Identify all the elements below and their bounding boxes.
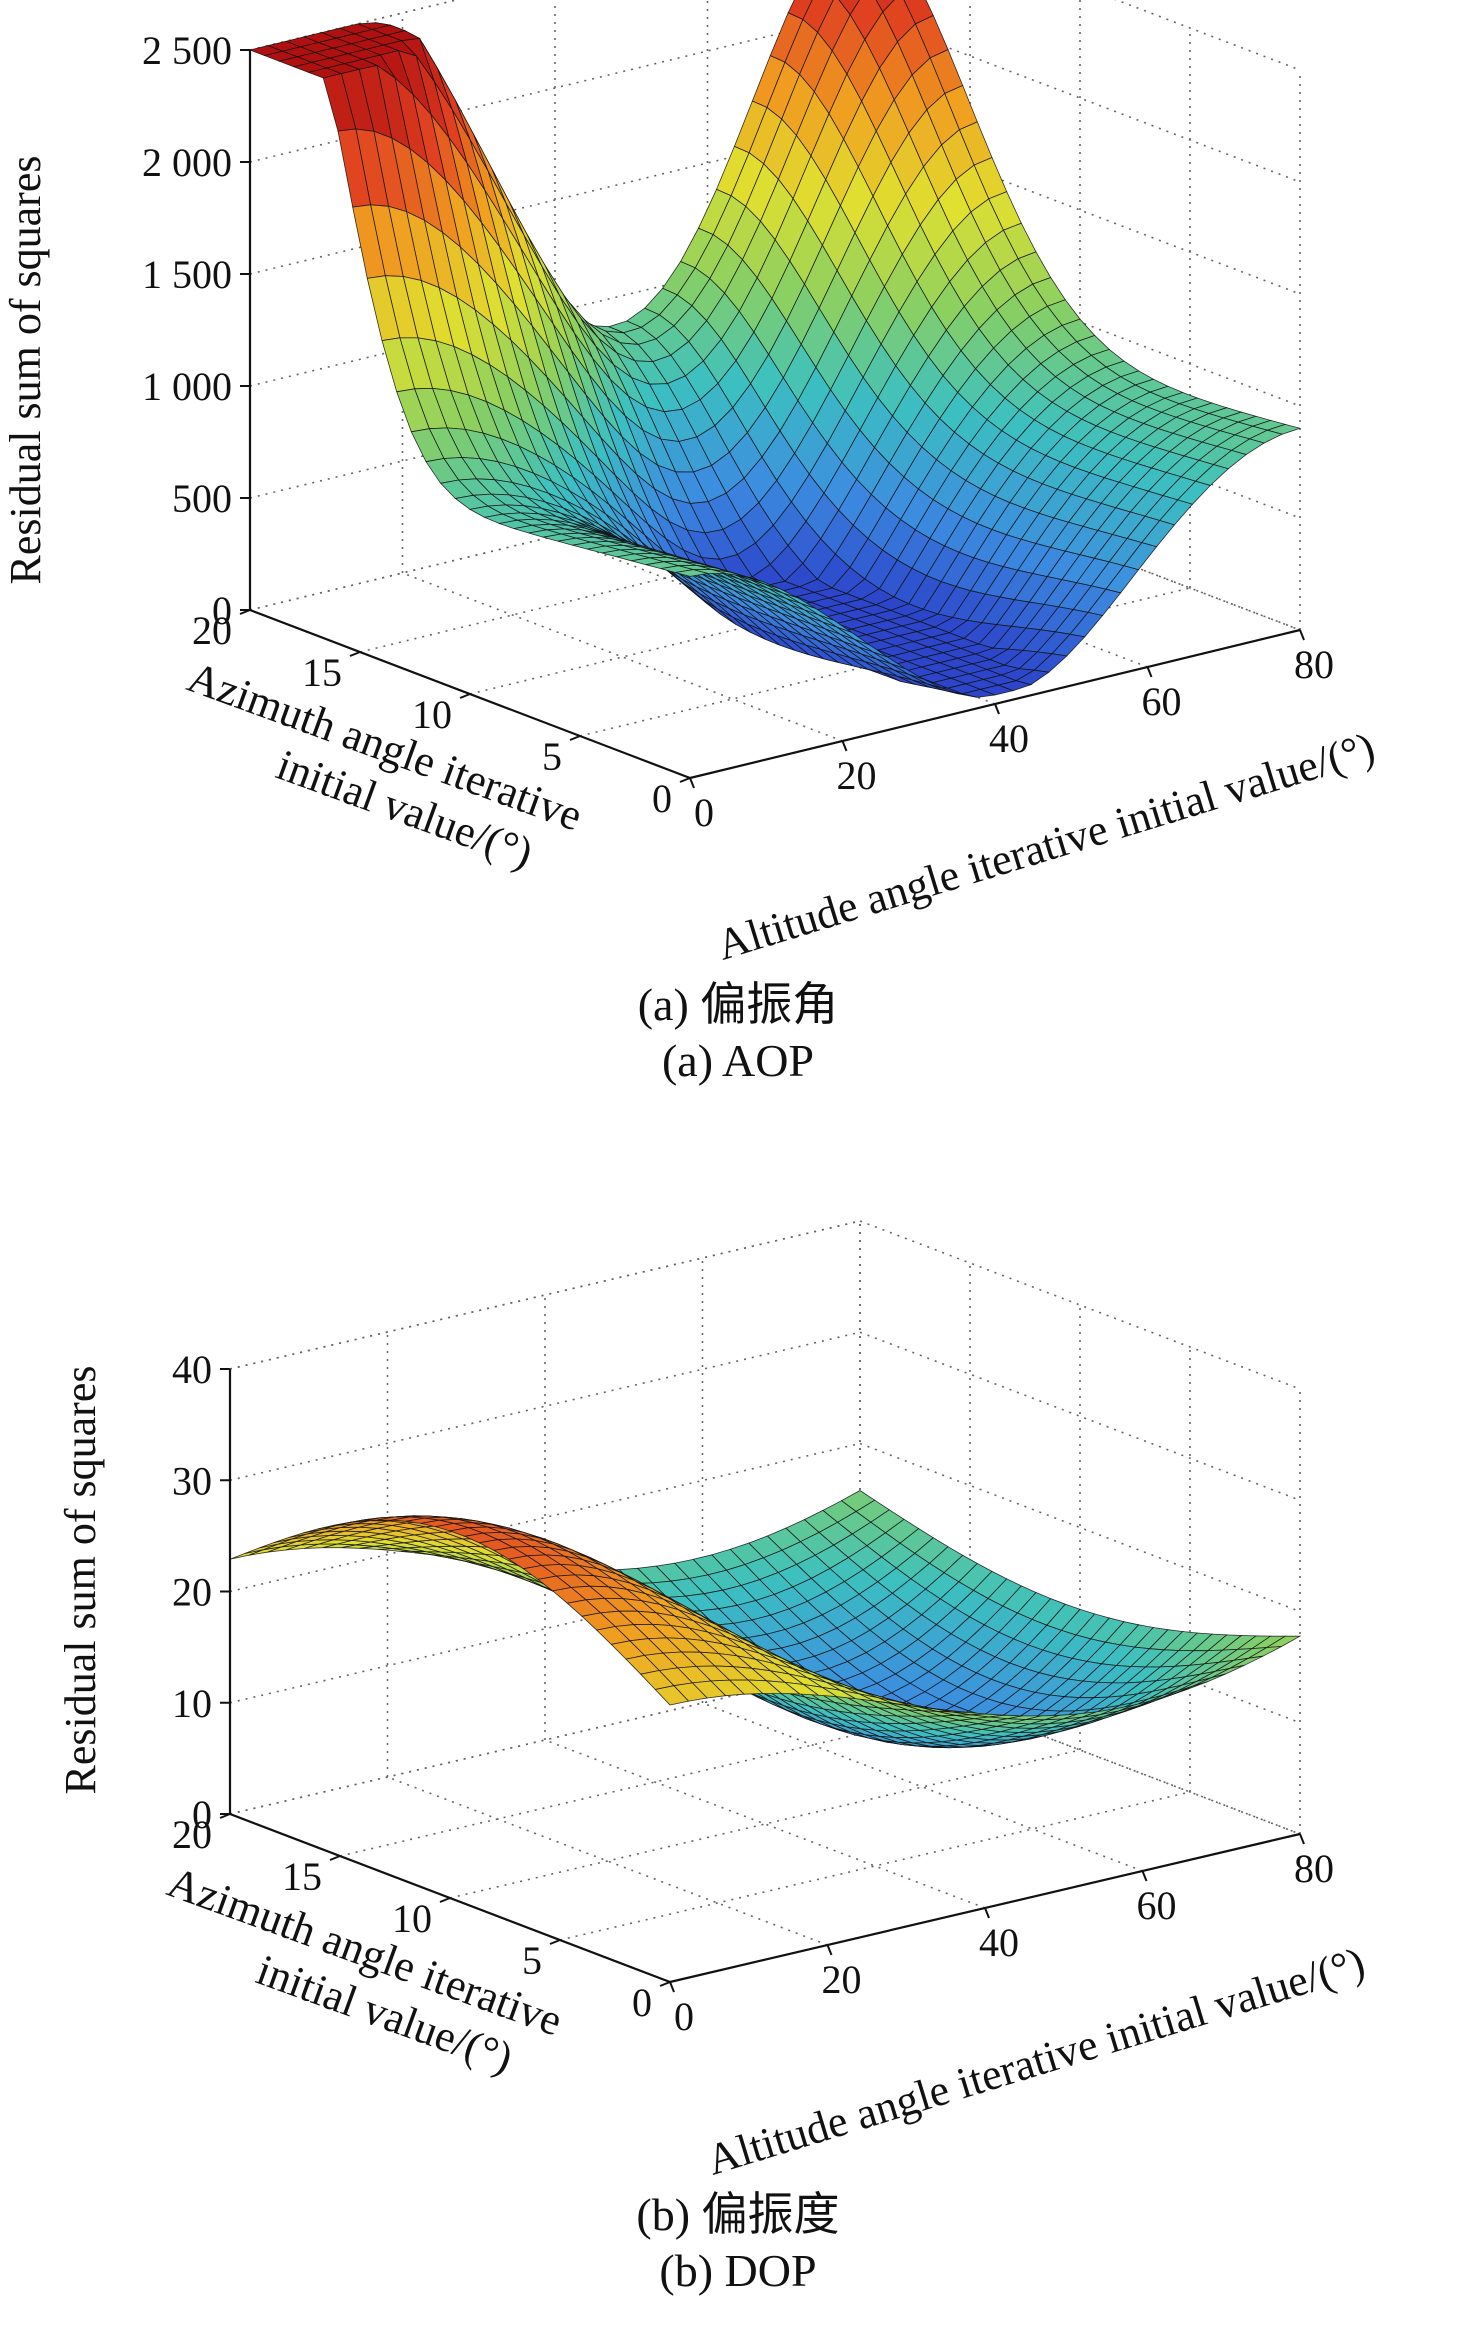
y-tick-mark (349, 651, 361, 657)
x-tick-mark (841, 740, 848, 752)
z-tick-label: 0 (192, 1792, 212, 1837)
z-tick-label: 2 000 (142, 140, 232, 185)
x-tick-label: 40 (989, 716, 1029, 761)
y-tick-label: 0 (632, 1980, 652, 2025)
x-tick-mark (669, 1981, 675, 1993)
z-tick-label: 1 500 (142, 252, 232, 297)
x-tick-mark (1299, 1833, 1305, 1845)
y-tick-label: 20 (192, 608, 232, 653)
z-axis-label: Residual sum of squares (56, 1366, 105, 1795)
x-tick-mark (994, 703, 1000, 715)
z-tick-label: 40 (172, 1347, 212, 1392)
y-axis-label: Azimuth angle iterativeinitial value/(°) (144, 1857, 569, 2094)
x-tick-mark (689, 777, 695, 789)
surface (229, 1490, 1302, 1749)
x-tick-label: 80 (1294, 1846, 1334, 1891)
x-tick-mark (984, 1907, 990, 1919)
y-tick-label: 5 (522, 1938, 542, 1983)
grid-line (859, 1554, 1301, 1724)
x-tick-mark (1141, 1870, 1148, 1882)
axis-labels: Residual sum of squares Altitude angle it… (56, 1366, 1370, 2185)
x-axis-label: Altitude angle iterative initial value/(… (711, 723, 1380, 970)
x-tick-mark (1146, 666, 1153, 678)
grid-line (859, 13, 1301, 183)
grid-line (859, 237, 1301, 407)
caption-zh: (a) 偏振角 (638, 979, 839, 1030)
captions: (a) 偏振角(a) AOP (638, 979, 839, 1086)
y-tick-label: 15 (302, 650, 342, 695)
z-tick-label: 1 000 (142, 364, 232, 409)
grid-line (449, 1749, 1081, 1899)
grid-line (359, 503, 971, 653)
y-tick-mark (659, 1981, 671, 1987)
caption-en: (b) DOP (659, 2245, 816, 2296)
grid-line (559, 1791, 1191, 1941)
grid-line (1114, 0, 1301, 71)
y-tick-mark (439, 1897, 451, 1903)
grid-line (859, 1331, 1301, 1501)
y-tick-label: 10 (412, 692, 452, 737)
z-tick-label: 20 (172, 1570, 212, 1615)
x-tick-label: 60 (1142, 679, 1182, 724)
grid-line (859, 349, 1301, 519)
surface-patch (875, 0, 895, 13)
caption-zh: (b) 偏振度 (636, 2189, 839, 2240)
surface-patch (675, 569, 709, 577)
grid-line (859, 125, 1301, 295)
y-tick-label: 20 (172, 1812, 212, 1857)
x-tick-label: 40 (979, 1920, 1019, 1965)
z-tick-label: 30 (172, 1458, 212, 1503)
x-tick-mark (826, 1944, 833, 1956)
y-tick-mark (569, 735, 581, 741)
surface-patch (654, 1685, 690, 1706)
x-tick-label: 60 (1137, 1883, 1177, 1928)
z-tick-label: 0 (212, 588, 232, 633)
y-tick-mark (459, 693, 471, 699)
grid-line (402, 572, 843, 742)
z-axis-label: Residual sum of squares (1, 156, 50, 585)
grid-line (859, 1665, 1301, 1835)
y-tick-label: 15 (282, 1854, 322, 1899)
surface (248, 0, 1302, 698)
grid-line (387, 1776, 828, 1946)
y-tick-mark (329, 1855, 341, 1861)
x-tick-label: 20 (822, 1957, 862, 2002)
grid-line (859, 1220, 1301, 1390)
x-tick-label: 20 (837, 753, 877, 798)
y-tick-label: 5 (542, 734, 562, 779)
y-tick-mark (549, 1939, 561, 1945)
caption-en: (a) AOP (662, 1035, 814, 1086)
x-tick-label: 0 (674, 1994, 694, 2039)
grid-line (859, 1442, 1301, 1613)
y-tick-label: 0 (652, 776, 672, 821)
y-axis-label: Azimuth angle iterativeinitial value/(°) (164, 652, 589, 889)
grid-line (544, 1739, 986, 1909)
y-tick-mark (679, 777, 691, 783)
x-tick-label: 0 (694, 790, 714, 835)
y-tick-label: 10 (392, 1896, 432, 1941)
captions: (b) 偏振度(b) DOP (636, 2189, 839, 2296)
z-tick-label: 500 (172, 476, 232, 521)
z-tick-label: 2 500 (142, 28, 232, 73)
grid-line (554, 535, 996, 705)
x-tick-label: 80 (1294, 642, 1334, 687)
x-axis-label: Altitude angle iterative initial value/(… (701, 1938, 1370, 2185)
x-tick-mark (1299, 629, 1305, 641)
grid-line (702, 1702, 1143, 1872)
grid-line (859, 461, 1301, 631)
z-tick-label: 10 (172, 1681, 212, 1726)
